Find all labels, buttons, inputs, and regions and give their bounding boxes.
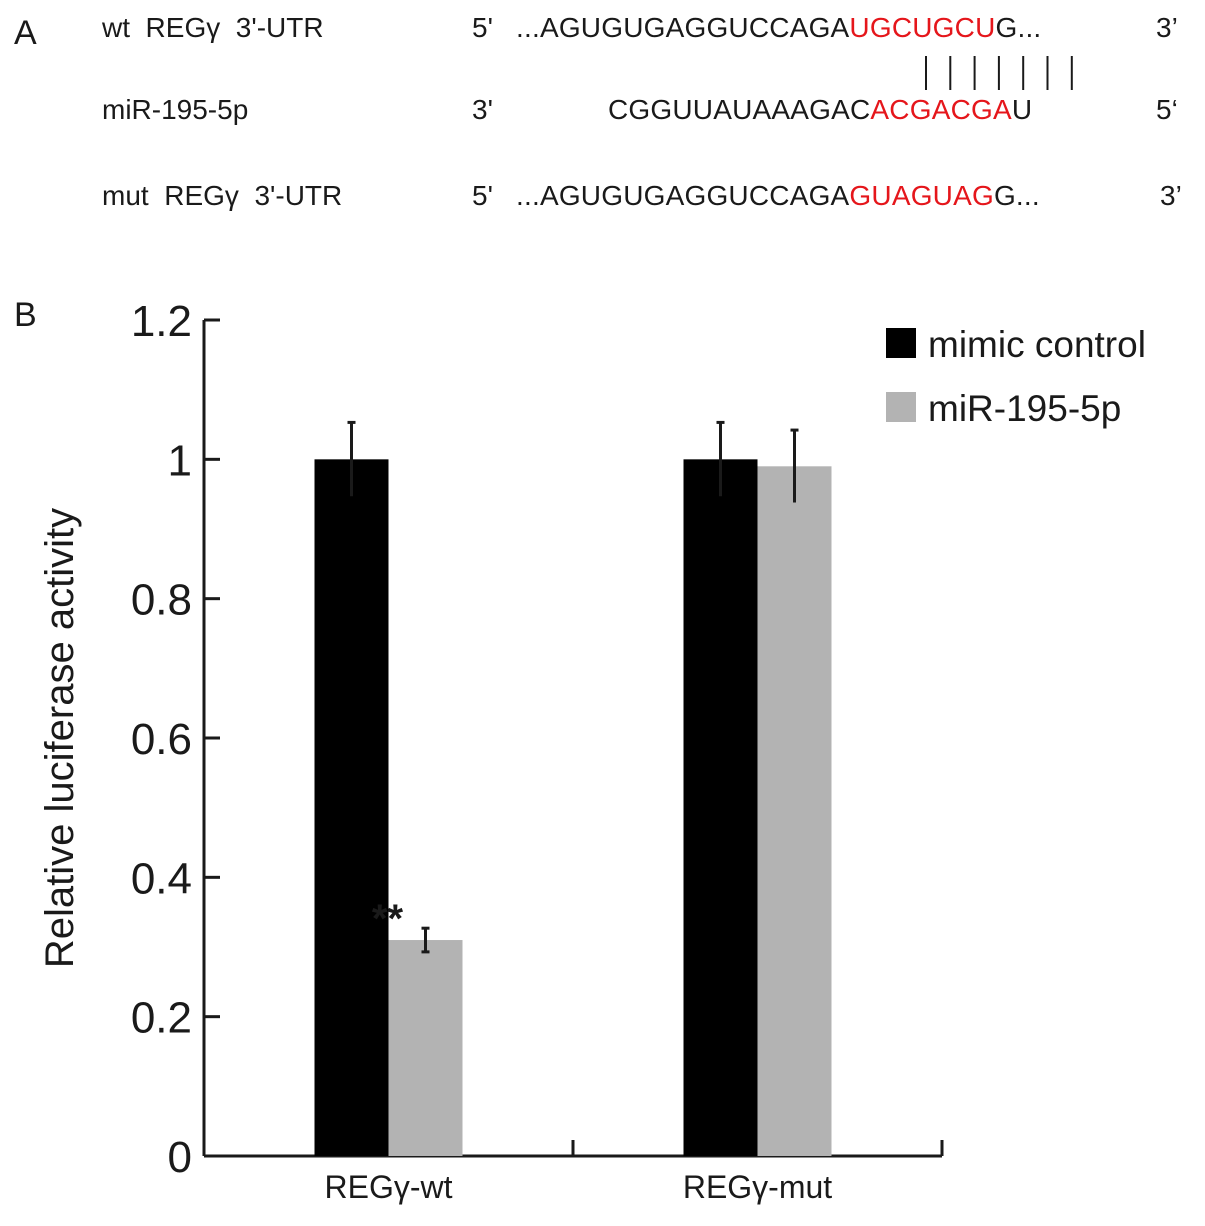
bar [388, 940, 463, 1156]
y-tick-label: 1 [168, 436, 192, 485]
wt-utr-3prime: 3’ [1156, 12, 1178, 43]
mirna-5prime: 5‘ [1156, 94, 1178, 125]
y-tick-label: 0.8 [131, 576, 192, 625]
panel-b-label: B [14, 296, 37, 334]
y-tick-label: 0.2 [131, 994, 192, 1043]
panel-a-label: A [14, 14, 37, 52]
mut-utr-sequence-row: mut REGγ 3'-UTR 5' ...AGUGUGAGGUCCAGAGUA… [0, 180, 1205, 220]
base-pairing-lines [925, 56, 1073, 90]
legend-swatch [886, 392, 916, 422]
mut-utr-seq-post: G... [993, 180, 1040, 211]
y-tick-label: 1.2 [131, 297, 192, 346]
mirna-seq-post: U [1011, 94, 1033, 125]
significance-marker: ** [372, 897, 404, 941]
wt-utr-seq-post: G... [995, 12, 1042, 43]
bar [314, 459, 389, 1156]
mut-utr-seq-pre: ...AGUGUGAGGUCCAGA [516, 180, 850, 211]
mirna-sequence: CGGUUAUAAAGACACGACGAU [608, 94, 1032, 126]
wt-utr-sequence: ...AGUGUGAGGUCCAGAUGCUGCUG... [516, 12, 1041, 44]
y-tick-label: 0 [168, 1133, 192, 1182]
wt-utr-sequence-row: wt REGγ 3'-UTR 5' ...AGUGUGAGGUCCAGAUGCU… [0, 12, 1205, 52]
mirna-name: miR-195-5p [102, 94, 249, 125]
bar [757, 466, 832, 1156]
wt-utr-name: wt REGγ 3'-UTR [102, 12, 324, 43]
mirna-seq-pre: CGGUUAUAAAGAC [608, 94, 871, 125]
mut-utr-3prime: 3’ [1160, 180, 1182, 211]
mirna-seed: ACGACGA [870, 94, 1012, 125]
mut-utr-mutated-site: GUAGUAG [849, 180, 994, 211]
legend-label: mimic control [928, 324, 1146, 365]
luciferase-bar-chart: 0 0.2 0.4 0.6 0.8 1 1.2 Relative luciferase act… [38, 297, 1146, 1205]
legend-label: miR-195-5p [928, 388, 1121, 429]
mirna-3prime: 3' [472, 94, 493, 125]
y-tick-label: 0.4 [131, 854, 192, 903]
x-tick-label: REGγ-wt [325, 1169, 453, 1205]
wt-utr-seq-pre: ...AGUGUGAGGUCCAGA [516, 12, 850, 43]
mut-utr-sequence: ...AGUGUGAGGUCCAGAGUAGUAGG... [516, 180, 1040, 212]
mut-utr-5prime: 5' [472, 180, 493, 211]
mut-utr-name: mut REGγ 3'-UTR [102, 180, 343, 211]
wt-utr-5prime: 5' [472, 12, 493, 43]
y-axis-label: Relative luciferase activity [38, 508, 82, 968]
x-tick-label: REGγ-mut [683, 1169, 832, 1205]
legend-swatch [886, 328, 916, 358]
bar [683, 459, 758, 1156]
wt-utr-seed-site: UGCUGCU [849, 12, 996, 43]
mirna-sequence-row: miR-195-5p 3' CGGUUAUAAAGACACGACGAU 5‘ [0, 94, 1205, 134]
y-tick-label: 0.6 [131, 715, 192, 764]
